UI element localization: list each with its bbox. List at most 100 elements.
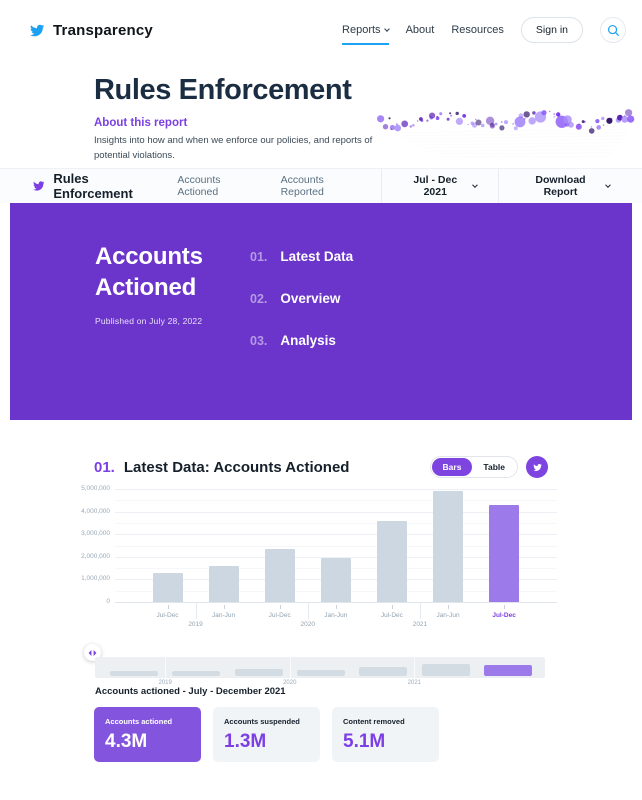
decorative-dots-visualization	[377, 109, 635, 158]
section-title: Latest Data: Accounts Actioned	[123, 458, 350, 476]
scrubber-mini-bar	[421, 664, 470, 676]
sign-in-button[interactable]: Sign in	[520, 17, 583, 43]
scrubber-mini-bar	[172, 670, 221, 676]
accounts-actioned-bar-chart: 5,000,000 4,000,000 3,000,000 2,000,000 1,00…	[0, 478, 642, 640]
x-axis-tick	[279, 605, 281, 609]
scrubber-mini-bar	[110, 671, 158, 676]
nav-resources-label: Resources	[451, 24, 504, 36]
chart-caption: Accounts actioned - July - December 2021	[95, 686, 286, 697]
toc-label: Analysis	[280, 333, 336, 348]
top-navbar: Transparency Reports About Resources Sig…	[0, 0, 642, 60]
tab-accounts-actioned[interactable]: Accounts Actioned	[177, 174, 221, 198]
nav-about-label: About	[405, 24, 435, 36]
bars-toggle-button[interactable]: Bars	[431, 458, 473, 476]
scrubber-year-separator	[414, 657, 416, 678]
chart-bar[interactable]	[376, 520, 407, 602]
x-axis-tick	[167, 605, 169, 609]
about-this-report-link[interactable]: About this report	[94, 117, 188, 129]
chart-bar[interactable]	[208, 565, 239, 602]
chart-bar[interactable]	[264, 548, 295, 602]
report-hero-title: Accounts Actioned	[95, 241, 203, 303]
chart-bar[interactable]	[320, 557, 351, 602]
gridline-major	[115, 489, 557, 490]
period-selector[interactable]: Jul - Dec 2021	[397, 173, 483, 199]
scrubber-strip[interactable]	[95, 657, 545, 678]
twitter-share-button[interactable]	[526, 456, 548, 478]
scrubber-mini-bar	[359, 666, 408, 676]
nav-reports[interactable]: Reports	[342, 24, 390, 45]
y-axis-label: 3,000,000	[81, 530, 110, 538]
nav-resources[interactable]: Resources	[451, 24, 504, 36]
page-hero: Rules Enforcement About this report Insi…	[0, 60, 642, 168]
gridline-minor	[115, 522, 557, 524]
y-axis-label: 1,000,000	[81, 575, 110, 583]
report-description: Insights into how and when we enforce ou…	[94, 135, 373, 161]
x-axis-tick	[391, 605, 393, 609]
x-axis-tick	[335, 605, 337, 609]
scrubber-year-label: 2020	[283, 680, 297, 686]
chart-controls: Bars Table	[429, 456, 548, 478]
brand[interactable]: Transparency	[28, 22, 153, 39]
chevron-down-icon	[472, 182, 478, 188]
x-axis-tick	[504, 605, 506, 609]
chart-view-toggle: Bars Table	[429, 456, 518, 478]
toc-item-overview[interactable]: 02. Overview	[250, 291, 353, 306]
divider	[380, 168, 382, 204]
stat-label: Accounts actioned	[105, 717, 173, 726]
year-separator	[307, 602, 309, 619]
y-axis-label: 0	[106, 598, 110, 605]
year-label: 2020	[300, 621, 315, 628]
scrubber-year-separator	[289, 657, 291, 678]
scrubber-mini-bar	[296, 670, 345, 676]
toc-number: 03.	[250, 334, 268, 348]
chart-bar[interactable]	[489, 504, 520, 602]
search-button[interactable]	[600, 17, 626, 43]
gridline-minor	[115, 545, 557, 547]
chevron-down-icon	[605, 182, 611, 188]
stat-label: Accounts suspended	[224, 717, 300, 726]
report-hero-title-line1: Accounts	[95, 243, 203, 270]
toc-number: 01.	[250, 250, 268, 264]
page-title: Rules Enforcement	[94, 74, 352, 106]
chart-bar[interactable]	[152, 572, 183, 602]
brand-name: Transparency	[53, 21, 153, 39]
x-axis-tick	[223, 605, 225, 609]
gridline-major	[115, 556, 557, 558]
toc-item-latest-data[interactable]: 01. Latest Data	[250, 249, 353, 264]
period-label: Jul - Dec 2021	[413, 174, 458, 198]
download-report-label: Download Report	[535, 174, 586, 198]
y-axis-label: 4,000,000	[81, 507, 110, 515]
stat-card-accounts-actioned[interactable]: Accounts actioned 4.3M	[94, 707, 201, 762]
stat-card-content-removed[interactable]: Content removed 5.1M	[332, 707, 439, 762]
chart-bar[interactable]	[433, 491, 463, 602]
x-axis-label: Jul-Dec	[380, 612, 403, 619]
report-hero-title-line2: Actioned	[95, 274, 197, 301]
twitter-share-icon	[532, 463, 542, 471]
left-right-arrows-icon	[88, 649, 97, 656]
stat-value: 5.1M	[343, 731, 386, 752]
report-subnav: Rules Enforcement Accounts Actioned Acco…	[0, 168, 642, 204]
section-number: 01.	[94, 458, 115, 476]
x-axis-label: Jan-Jun	[212, 612, 236, 619]
toc-label: Latest Data	[280, 249, 354, 264]
download-report-button[interactable]: Download Report	[514, 173, 616, 199]
table-toggle-button[interactable]: Table	[472, 458, 516, 476]
year-label: 2021	[412, 621, 428, 628]
twitter-bird-purple-icon	[33, 181, 45, 191]
nav-about[interactable]: About	[406, 24, 435, 36]
x-axis-baseline	[115, 602, 557, 603]
toc-number: 02.	[250, 292, 268, 306]
scrubber-drag-handle[interactable]	[84, 644, 101, 661]
toc-label: Overview	[280, 291, 341, 306]
report-brand[interactable]: Rules Enforcement	[32, 171, 166, 201]
x-axis-tick	[448, 605, 449, 609]
x-axis-label: Jan-Jun	[324, 612, 348, 619]
gridline-minor	[115, 500, 557, 502]
tab-accounts-reported[interactable]: Accounts Reported	[280, 174, 324, 198]
toc-item-analysis[interactable]: 03. Analysis	[250, 333, 353, 348]
stat-card-accounts-suspended[interactable]: Accounts suspended 1.3M	[213, 707, 320, 762]
gridline-major	[115, 511, 557, 513]
scrubber-mini-bar	[234, 669, 283, 676]
nav-reports-label: Reports	[342, 24, 381, 36]
twitter-logo-icon	[30, 24, 45, 36]
